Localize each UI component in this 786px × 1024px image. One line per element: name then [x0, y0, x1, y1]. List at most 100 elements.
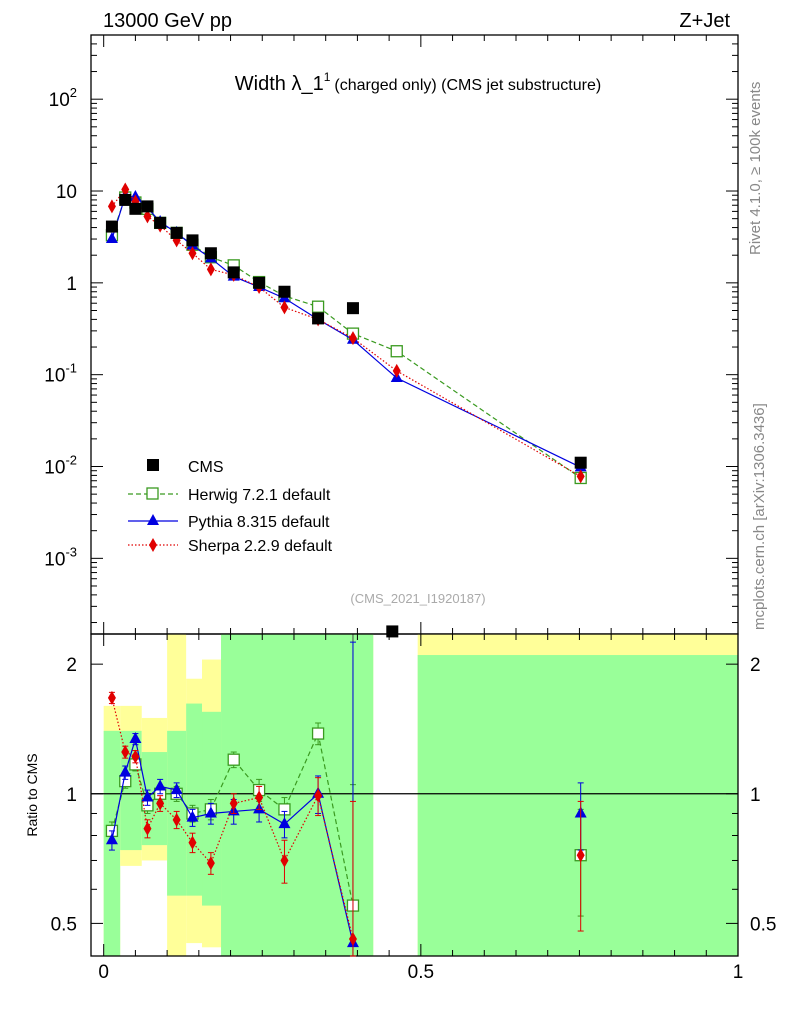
sherpa-point	[107, 199, 116, 214]
x-tick-label: 0.5	[408, 962, 434, 983]
legend-cms-marker	[147, 459, 159, 471]
sherpa-point	[392, 363, 401, 378]
ratio-ylabel: Ratio to CMS	[24, 753, 40, 836]
cms-point	[278, 285, 291, 298]
ratio-sherpa-point	[143, 821, 152, 836]
herwig-point	[311, 300, 325, 313]
cms-point	[204, 247, 217, 260]
cms-point	[312, 312, 325, 325]
y-tick-label-exponent: -2	[65, 453, 77, 468]
ratio-y-tick-label-right: 1	[750, 785, 761, 806]
ratio-pythia-point	[154, 779, 167, 791]
ratio-frame	[90, 633, 739, 957]
ratio-sherpa-point	[229, 796, 238, 811]
x-tick-label: 0	[98, 962, 109, 983]
legend-sherpa-marker	[149, 538, 157, 552]
sherpa-point	[206, 262, 215, 277]
y-tick-label-base: 10	[44, 549, 65, 570]
mcplots-side-label: mcplots.cern.ch [arXiv:1306.3436]	[751, 403, 768, 630]
y-tick-label: 10-3	[44, 544, 77, 570]
y-tick-label: 10-1	[44, 361, 77, 387]
ratio-pythia-point	[105, 833, 118, 845]
ratio-y-tick-label: 0.5	[51, 914, 77, 935]
pythia-point	[105, 232, 118, 244]
legend-pythia-label: Pythia 8.315 default	[188, 514, 330, 531]
ratio-pythia-point	[170, 783, 183, 795]
ratio-sherpa-point	[206, 856, 215, 871]
ratio-sherpa-point	[280, 853, 289, 868]
cms-point	[154, 216, 167, 229]
ratio-sherpa-point	[314, 788, 323, 803]
ratio-sherpa-point	[348, 931, 357, 946]
herwig-point	[390, 345, 403, 358]
sherpa-point	[188, 246, 197, 261]
main-title: Width λ_11 (charged only) (CMS jet substr…	[235, 70, 601, 95]
ratio-sherpa-point	[121, 745, 130, 760]
cms-point	[574, 456, 587, 469]
y-tick-label-exponent: -1	[65, 361, 77, 376]
y-tick-label: 102	[49, 85, 77, 111]
ratio-pythia-point	[141, 790, 154, 802]
ratio-pythia-point	[186, 810, 199, 822]
ratio-pythia-point	[119, 765, 132, 777]
legend-herwig-label: Herwig 7.2.1 default	[188, 487, 331, 504]
energy-label: 13000 GeV pp	[103, 10, 232, 32]
legend-cms-label: CMS	[188, 459, 224, 476]
y-tick-label-base: 10	[44, 366, 65, 387]
ratio-sherpa-point	[255, 790, 264, 805]
sherpa-point	[121, 182, 130, 197]
rivet-side-label: Rivet 4.1.0, ≥ 100k events	[747, 82, 764, 255]
ratio-pythia-point	[129, 732, 142, 744]
ratio-band-inner	[417, 655, 738, 956]
ratio-sherpa-point	[156, 796, 165, 811]
process-label: Z+Jet	[679, 10, 730, 32]
legend: CMS Herwig 7.2.1 default Pythia 8.315 de…	[128, 459, 333, 555]
x-tick-label: 1	[733, 962, 744, 983]
cms-point	[105, 220, 118, 233]
ratio-sherpa-point	[188, 835, 197, 850]
ratio-pythia-point	[278, 817, 291, 829]
ratio-y-tick-label-right: 2	[750, 655, 761, 676]
sherpa-point	[143, 209, 152, 224]
y-tick-label-base: 10	[49, 90, 70, 111]
title-subtitle: (charged only) (CMS jet substructure)	[334, 77, 601, 94]
ratio-y-tick-label-right: 0.5	[750, 914, 776, 935]
ratio-sherpa-point	[107, 690, 116, 705]
y-tick-label-exponent: 2	[70, 85, 77, 100]
y-tick-label: 1	[66, 274, 77, 295]
y-tick-label: 10	[56, 182, 77, 203]
y-tick-label: 10-2	[44, 453, 77, 479]
y-tick-label-base: 10	[44, 458, 65, 479]
cms-point	[253, 276, 266, 289]
ratio-sherpa-point	[172, 812, 181, 827]
ratio-herwig-point	[311, 727, 325, 740]
title-text: Width λ_1	[235, 73, 324, 95]
ratio-sherpa-point	[131, 749, 140, 764]
sherpa-point	[348, 331, 357, 346]
cms-point	[227, 266, 240, 279]
title-superscript: 1	[324, 70, 331, 84]
cms-point	[141, 200, 154, 213]
ratio-y-tick-label: 1	[66, 785, 77, 806]
ratio-herwig-point	[227, 753, 240, 766]
sherpa-point	[576, 469, 585, 484]
ratio-plot: 0 0.5 1 0.5 0.5 1 1 2 2	[51, 633, 776, 983]
ratio-band-inner	[186, 703, 203, 896]
y-tick-label-exponent: -3	[65, 544, 77, 559]
cms-point	[119, 193, 132, 206]
legend-pythia-marker	[147, 514, 159, 525]
legend-herwig-marker	[146, 487, 159, 500]
cms-point	[386, 625, 399, 638]
cms-point	[186, 234, 199, 247]
ratio-pythia-point	[204, 806, 217, 818]
cms-point	[129, 202, 142, 215]
legend-sherpa-label: Sherpa 2.2.9 default	[188, 538, 333, 555]
cms-point	[346, 302, 359, 315]
ratio-sherpa-point	[576, 848, 585, 863]
sherpa-point	[280, 300, 289, 315]
ratio-y-tick-label: 2	[66, 655, 77, 676]
analysis-id: (CMS_2021_I1920187)	[350, 591, 485, 606]
cms-point	[170, 226, 183, 239]
